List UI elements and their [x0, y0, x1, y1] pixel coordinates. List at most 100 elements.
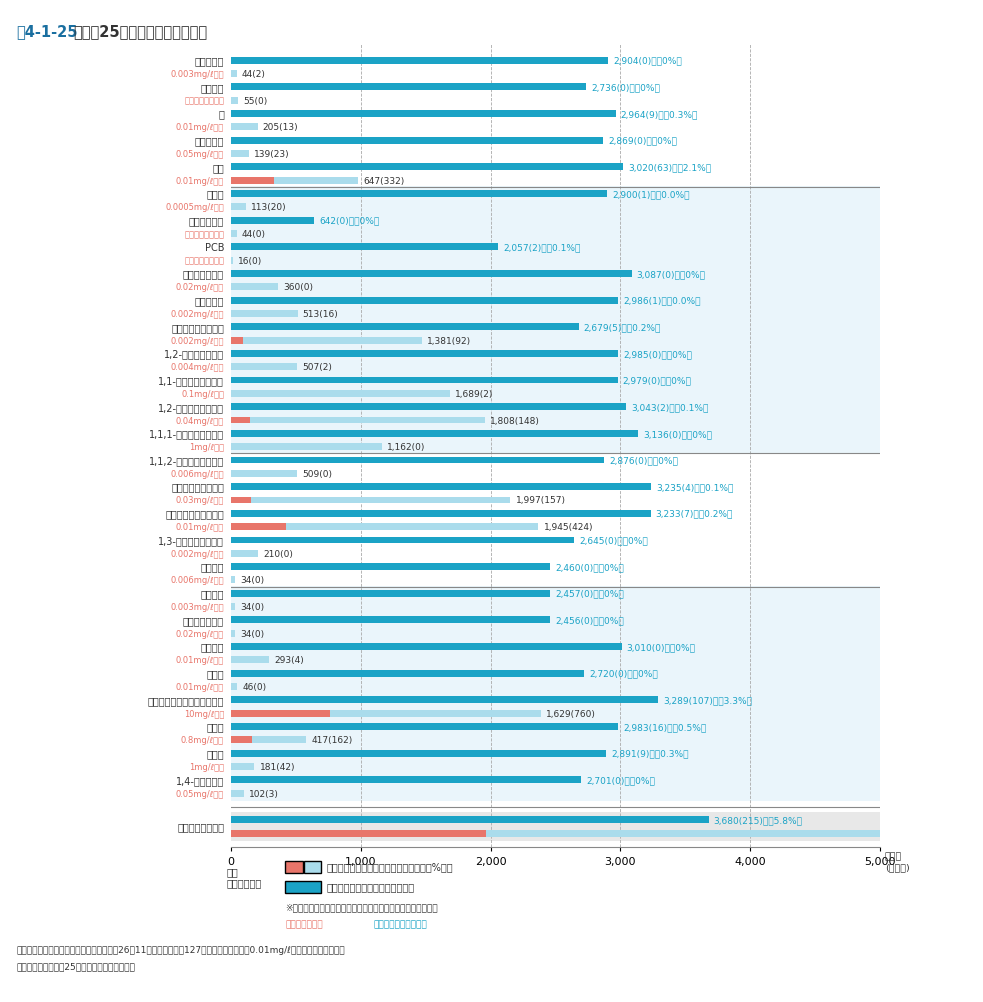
Bar [231, 813, 880, 841]
Text: 平成25年度地下水質測定結果: 平成25年度地下水質測定結果 [74, 24, 207, 39]
Text: 2,985(0)　「0%」: 2,985(0) 「0%」 [623, 350, 692, 359]
Text: 509(0): 509(0) [302, 469, 332, 478]
Bar [231, 400, 880, 428]
Text: 注：トリクロロエチレンについては、平成26年11月環境省告示第127号において基準値が0.01mg/ℓ以下に改正されている: 注：トリクロロエチレンについては、平成26年11月環境省告示第127号において基… [17, 945, 345, 954]
Bar [231, 230, 237, 237]
Bar [231, 639, 880, 667]
Bar [274, 177, 358, 184]
Text: 3,020(63)　「2.1%」: 3,020(63) 「2.1%」 [628, 163, 711, 172]
Bar [231, 586, 880, 614]
Bar [231, 537, 574, 544]
Text: ほう素: ほう素 [206, 748, 224, 759]
Text: 1,1,1-トリクロロエタン: 1,1,1-トリクロロエタン [149, 429, 224, 439]
Text: 113(20): 113(20) [251, 203, 286, 212]
Bar [252, 497, 510, 504]
Bar [231, 777, 582, 784]
Text: 全体（井戸実数）: 全体（井戸実数） [177, 822, 224, 832]
Text: 全シアン: 全シアン [201, 83, 224, 93]
Text: アルキル水銀: アルキル水銀 [189, 215, 224, 225]
Text: 2,701(0)　「0%」: 2,701(0) 「0%」 [587, 776, 656, 785]
Text: 3,087(0)　「0%」: 3,087(0) 「0%」 [637, 270, 706, 279]
Text: 293(4): 293(4) [274, 655, 304, 664]
Text: 0.002mg/ℓ以下: 0.002mg/ℓ以下 [171, 549, 224, 558]
Bar [231, 186, 880, 215]
Bar [231, 347, 880, 375]
Bar [231, 670, 584, 677]
Text: 2,457(0)　「0%」: 2,457(0) 「0%」 [555, 589, 624, 598]
Bar [231, 497, 252, 504]
Text: 647(332): 647(332) [364, 176, 404, 185]
Text: 55(0): 55(0) [244, 96, 267, 105]
Bar [231, 84, 586, 91]
Text: 1,945(424): 1,945(424) [544, 523, 593, 532]
Bar [231, 204, 246, 211]
Text: 0.02mg/ℓ以下: 0.02mg/ℓ以下 [176, 283, 224, 292]
Bar [231, 617, 549, 624]
Text: 青字：環境基準超過率: 青字：環境基準超過率 [374, 920, 428, 928]
Bar [231, 630, 235, 637]
Text: 0.01mg/ℓ以下: 0.01mg/ℓ以下 [176, 176, 224, 185]
Text: 0.006mg/ℓ以下: 0.006mg/ℓ以下 [170, 576, 224, 585]
Bar [231, 764, 255, 771]
Text: 0.1mg/ℓ以下: 0.1mg/ℓ以下 [181, 390, 224, 399]
Text: 0.006mg/ℓ以下: 0.006mg/ℓ以下 [170, 469, 224, 478]
Text: 2,456(0)　「0%」: 2,456(0) 「0%」 [554, 616, 623, 625]
Text: 継続監視調査数（うち、超過数）: 継続監視調査数（うち、超過数） [326, 882, 415, 892]
Bar [231, 373, 880, 402]
Text: 0.01mg/ℓ以下: 0.01mg/ℓ以下 [176, 523, 224, 532]
Bar [231, 351, 618, 358]
Text: 102(3): 102(3) [250, 789, 279, 798]
Text: 0.02mg/ℓ以下: 0.02mg/ℓ以下 [176, 629, 224, 638]
Text: ふっ素: ふっ素 [206, 721, 224, 731]
Text: 2,904(0)　「0%」: 2,904(0) 「0%」 [613, 56, 682, 65]
Bar [231, 577, 235, 584]
Text: PCB: PCB [204, 242, 224, 253]
Text: 139(23): 139(23) [255, 149, 290, 158]
Text: 2,645(0)　「0%」: 2,645(0) 「0%」 [579, 536, 648, 545]
Text: 34(0): 34(0) [241, 629, 264, 638]
Bar [231, 666, 880, 694]
Bar [286, 524, 539, 531]
Text: 2,983(16)　「0.5%」: 2,983(16) 「0.5%」 [623, 722, 707, 731]
Bar [231, 298, 618, 305]
Text: 210(0): 210(0) [263, 549, 293, 558]
Bar [231, 830, 486, 837]
Text: 鉛: 鉛 [218, 109, 224, 119]
Bar [231, 696, 658, 703]
Text: ベンゼン: ベンゼン [201, 642, 224, 652]
Bar [231, 656, 269, 663]
Text: 3,235(4)　「0.1%」: 3,235(4) 「0.1%」 [656, 483, 733, 492]
Text: 0.003mg/ℓ以下: 0.003mg/ℓ以下 [170, 70, 224, 79]
Bar [231, 510, 651, 517]
Bar [231, 97, 238, 104]
Bar [231, 613, 880, 641]
Text: 507(2): 507(2) [302, 363, 332, 372]
Text: 2,736(0)　「0%」: 2,736(0) 「0%」 [591, 83, 660, 92]
Bar [231, 559, 880, 588]
Bar [231, 107, 880, 135]
Text: ジクロロメタン: ジクロロメタン [183, 270, 224, 280]
Text: 2,876(0)　「0%」: 2,876(0) 「0%」 [609, 456, 678, 465]
Text: 34(0): 34(0) [241, 576, 264, 585]
Bar [231, 719, 880, 747]
Bar [231, 190, 607, 197]
Text: 検出されないこと: 検出されないこと [184, 229, 224, 238]
Bar [231, 404, 626, 411]
Text: 44(0): 44(0) [242, 229, 266, 238]
Bar [329, 710, 541, 717]
Text: 3,289(107)　「3.3%」: 3,289(107) 「3.3%」 [663, 695, 752, 704]
Text: 0.01mg/ℓ以下: 0.01mg/ℓ以下 [176, 682, 224, 691]
Text: 赤字：環境基準: 赤字：環境基準 [285, 920, 322, 928]
Text: 2,679(5)　「0.2%」: 2,679(5) 「0.2%」 [584, 323, 662, 332]
Text: 0.004mg/ℓ以下: 0.004mg/ℓ以下 [171, 363, 224, 372]
Text: 2,979(0)　「0%」: 2,979(0) 「0%」 [623, 376, 692, 385]
Bar [231, 533, 880, 561]
Bar [231, 524, 286, 531]
Bar [231, 160, 880, 188]
Text: 0.0005mg/ℓ以下: 0.0005mg/ℓ以下 [165, 203, 224, 212]
Bar [231, 692, 880, 721]
Text: 1,4-ジオキサン: 1,4-ジオキサン [176, 776, 224, 786]
Text: 検出されないこと: 検出されないこと [184, 96, 224, 105]
Bar [231, 338, 243, 344]
Text: 1,997(157): 1,997(157) [516, 496, 565, 505]
